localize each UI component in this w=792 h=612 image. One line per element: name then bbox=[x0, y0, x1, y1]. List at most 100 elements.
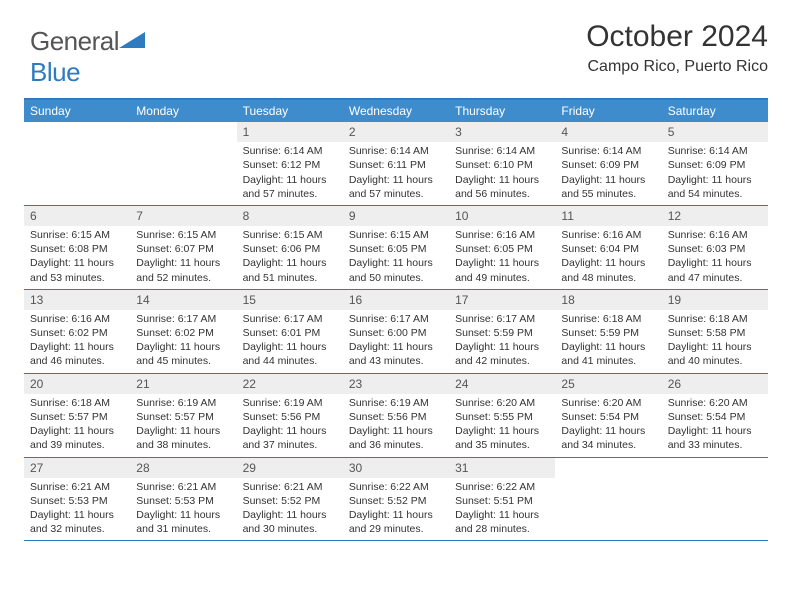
day-cell: 23Sunrise: 6:19 AMSunset: 5:56 PMDayligh… bbox=[343, 374, 449, 457]
day-number: 30 bbox=[343, 458, 449, 478]
sunrise-line: Sunrise: 6:21 AM bbox=[30, 480, 124, 494]
day-content: Sunrise: 6:19 AMSunset: 5:56 PMDaylight:… bbox=[343, 394, 449, 457]
day-number: 12 bbox=[662, 206, 768, 226]
day-content: Sunrise: 6:15 AMSunset: 6:07 PMDaylight:… bbox=[130, 226, 236, 289]
daylight-line: Daylight: 11 hours and 36 minutes. bbox=[349, 424, 443, 452]
daylight-line: Daylight: 11 hours and 51 minutes. bbox=[243, 256, 337, 284]
day-content: Sunrise: 6:17 AMSunset: 5:59 PMDaylight:… bbox=[449, 310, 555, 373]
day-content: Sunrise: 6:22 AMSunset: 5:51 PMDaylight:… bbox=[449, 478, 555, 541]
day-header: Sunday bbox=[24, 100, 130, 122]
day-cell: 25Sunrise: 6:20 AMSunset: 5:54 PMDayligh… bbox=[555, 374, 661, 457]
logo-triangle-icon bbox=[119, 32, 145, 50]
daylight-line: Daylight: 11 hours and 37 minutes. bbox=[243, 424, 337, 452]
day-number: 26 bbox=[662, 374, 768, 394]
sunrise-line: Sunrise: 6:19 AM bbox=[243, 396, 337, 410]
location: Campo Rico, Puerto Rico bbox=[586, 58, 768, 76]
day-content: Sunrise: 6:20 AMSunset: 5:54 PMDaylight:… bbox=[662, 394, 768, 457]
sunset-line: Sunset: 5:53 PM bbox=[136, 494, 230, 508]
week-row: 20Sunrise: 6:18 AMSunset: 5:57 PMDayligh… bbox=[24, 374, 768, 458]
day-content: Sunrise: 6:21 AMSunset: 5:53 PMDaylight:… bbox=[24, 478, 130, 541]
day-content: Sunrise: 6:18 AMSunset: 5:59 PMDaylight:… bbox=[555, 310, 661, 373]
sunset-line: Sunset: 6:02 PM bbox=[30, 326, 124, 340]
daylight-line: Daylight: 11 hours and 44 minutes. bbox=[243, 340, 337, 368]
day-number: 11 bbox=[555, 206, 661, 226]
daylight-line: Daylight: 11 hours and 38 minutes. bbox=[136, 424, 230, 452]
day-number: 17 bbox=[449, 290, 555, 310]
sunrise-line: Sunrise: 6:15 AM bbox=[136, 228, 230, 242]
day-content: Sunrise: 6:16 AMSunset: 6:05 PMDaylight:… bbox=[449, 226, 555, 289]
day-cell: 1Sunrise: 6:14 AMSunset: 6:12 PMDaylight… bbox=[237, 122, 343, 205]
day-cell: 21Sunrise: 6:19 AMSunset: 5:57 PMDayligh… bbox=[130, 374, 236, 457]
day-content: Sunrise: 6:17 AMSunset: 6:01 PMDaylight:… bbox=[237, 310, 343, 373]
daylight-line: Daylight: 11 hours and 47 minutes. bbox=[668, 256, 762, 284]
day-number: 29 bbox=[237, 458, 343, 478]
day-number: 16 bbox=[343, 290, 449, 310]
day-content: Sunrise: 6:20 AMSunset: 5:54 PMDaylight:… bbox=[555, 394, 661, 457]
sunrise-line: Sunrise: 6:14 AM bbox=[349, 144, 443, 158]
week-row: 13Sunrise: 6:16 AMSunset: 6:02 PMDayligh… bbox=[24, 290, 768, 374]
sunrise-line: Sunrise: 6:21 AM bbox=[243, 480, 337, 494]
sunrise-line: Sunrise: 6:20 AM bbox=[455, 396, 549, 410]
day-cell: 15Sunrise: 6:17 AMSunset: 6:01 PMDayligh… bbox=[237, 290, 343, 373]
sunrise-line: Sunrise: 6:17 AM bbox=[455, 312, 549, 326]
day-number: 14 bbox=[130, 290, 236, 310]
day-number: 21 bbox=[130, 374, 236, 394]
sunset-line: Sunset: 6:09 PM bbox=[668, 158, 762, 172]
sunset-line: Sunset: 5:52 PM bbox=[243, 494, 337, 508]
sunrise-line: Sunrise: 6:22 AM bbox=[455, 480, 549, 494]
day-header: Friday bbox=[555, 100, 661, 122]
daylight-line: Daylight: 11 hours and 33 minutes. bbox=[668, 424, 762, 452]
day-content: Sunrise: 6:22 AMSunset: 5:52 PMDaylight:… bbox=[343, 478, 449, 541]
day-number: 31 bbox=[449, 458, 555, 478]
sunset-line: Sunset: 6:03 PM bbox=[668, 242, 762, 256]
day-cell: 13Sunrise: 6:16 AMSunset: 6:02 PMDayligh… bbox=[24, 290, 130, 373]
logo-part1: General bbox=[30, 26, 119, 56]
day-cell: 8Sunrise: 6:15 AMSunset: 6:06 PMDaylight… bbox=[237, 206, 343, 289]
sunrise-line: Sunrise: 6:15 AM bbox=[349, 228, 443, 242]
daylight-line: Daylight: 11 hours and 28 minutes. bbox=[455, 508, 549, 536]
weeks-container: 1Sunrise: 6:14 AMSunset: 6:12 PMDaylight… bbox=[24, 122, 768, 541]
day-cell: 2Sunrise: 6:14 AMSunset: 6:11 PMDaylight… bbox=[343, 122, 449, 205]
day-content: Sunrise: 6:14 AMSunset: 6:12 PMDaylight:… bbox=[237, 142, 343, 205]
sunset-line: Sunset: 6:08 PM bbox=[30, 242, 124, 256]
day-number: 23 bbox=[343, 374, 449, 394]
sunset-line: Sunset: 6:06 PM bbox=[243, 242, 337, 256]
page-title: October 2024 bbox=[586, 20, 768, 54]
sunrise-line: Sunrise: 6:21 AM bbox=[136, 480, 230, 494]
daylight-line: Daylight: 11 hours and 54 minutes. bbox=[668, 173, 762, 201]
day-cell: 19Sunrise: 6:18 AMSunset: 5:58 PMDayligh… bbox=[662, 290, 768, 373]
sunset-line: Sunset: 5:53 PM bbox=[30, 494, 124, 508]
day-content: Sunrise: 6:14 AMSunset: 6:10 PMDaylight:… bbox=[449, 142, 555, 205]
day-content: Sunrise: 6:18 AMSunset: 5:58 PMDaylight:… bbox=[662, 310, 768, 373]
day-cell: 30Sunrise: 6:22 AMSunset: 5:52 PMDayligh… bbox=[343, 458, 449, 541]
day-number: 1 bbox=[237, 122, 343, 142]
day-content: Sunrise: 6:14 AMSunset: 6:09 PMDaylight:… bbox=[555, 142, 661, 205]
day-number: 3 bbox=[449, 122, 555, 142]
sunrise-line: Sunrise: 6:14 AM bbox=[668, 144, 762, 158]
day-number: 24 bbox=[449, 374, 555, 394]
day-cell: 27Sunrise: 6:21 AMSunset: 5:53 PMDayligh… bbox=[24, 458, 130, 541]
daylight-line: Daylight: 11 hours and 31 minutes. bbox=[136, 508, 230, 536]
daylight-line: Daylight: 11 hours and 53 minutes. bbox=[30, 256, 124, 284]
daylight-line: Daylight: 11 hours and 56 minutes. bbox=[455, 173, 549, 201]
day-content: Sunrise: 6:17 AMSunset: 6:00 PMDaylight:… bbox=[343, 310, 449, 373]
day-cell bbox=[662, 458, 768, 541]
day-content: Sunrise: 6:15 AMSunset: 6:08 PMDaylight:… bbox=[24, 226, 130, 289]
title-block: October 2024 Campo Rico, Puerto Rico bbox=[586, 20, 768, 76]
day-number: 8 bbox=[237, 206, 343, 226]
sunset-line: Sunset: 6:07 PM bbox=[136, 242, 230, 256]
day-content: Sunrise: 6:14 AMSunset: 6:11 PMDaylight:… bbox=[343, 142, 449, 205]
day-number: 2 bbox=[343, 122, 449, 142]
day-number: 9 bbox=[343, 206, 449, 226]
sunrise-line: Sunrise: 6:18 AM bbox=[561, 312, 655, 326]
day-cell bbox=[555, 458, 661, 541]
day-content: Sunrise: 6:20 AMSunset: 5:55 PMDaylight:… bbox=[449, 394, 555, 457]
day-number: 27 bbox=[24, 458, 130, 478]
daylight-line: Daylight: 11 hours and 57 minutes. bbox=[243, 173, 337, 201]
daylight-line: Daylight: 11 hours and 43 minutes. bbox=[349, 340, 443, 368]
sunset-line: Sunset: 6:00 PM bbox=[349, 326, 443, 340]
daylight-line: Daylight: 11 hours and 46 minutes. bbox=[30, 340, 124, 368]
day-cell bbox=[24, 122, 130, 205]
sunset-line: Sunset: 6:11 PM bbox=[349, 158, 443, 172]
day-cell: 9Sunrise: 6:15 AMSunset: 6:05 PMDaylight… bbox=[343, 206, 449, 289]
